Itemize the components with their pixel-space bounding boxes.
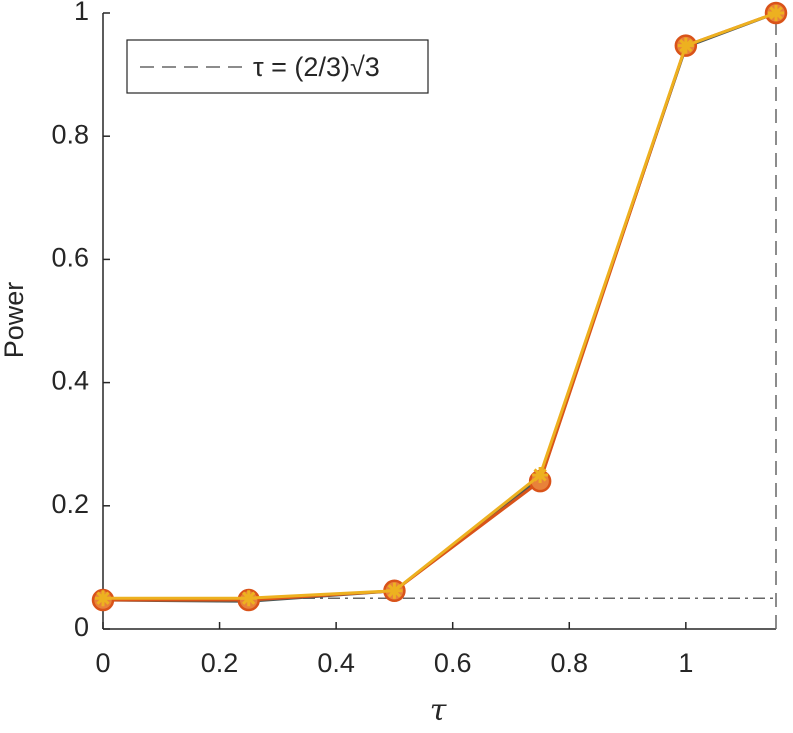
- y-tick-label: 0.4: [51, 366, 89, 396]
- x-tick-label: 0.6: [434, 648, 472, 678]
- x-tick-label: 0.4: [317, 648, 355, 678]
- x-tick-label: 0: [95, 648, 110, 678]
- x-tick-label: 0.2: [201, 648, 239, 678]
- series-line: [103, 11, 777, 600]
- marker-star: [240, 590, 257, 607]
- marker-star: [95, 590, 111, 607]
- y-tick-label: 0: [74, 612, 89, 642]
- y-tick-label: 0.8: [51, 119, 89, 149]
- marker-star: [677, 37, 694, 54]
- marker-star: [532, 467, 549, 483]
- marker-star: [386, 582, 403, 599]
- series-line: [102, 11, 777, 603]
- legend-label: τ = (2/3)√3: [253, 52, 380, 82]
- y-axis-label: Power: [0, 282, 29, 359]
- legend-box: [126, 39, 429, 94]
- x-tick-label: 1: [678, 648, 693, 678]
- x-tick-label: 0.8: [550, 648, 588, 678]
- marker-star: [768, 5, 784, 21]
- series-line: [103, 11, 777, 602]
- x-axis-label: τ: [430, 693, 447, 728]
- y-tick-label: 0.6: [51, 243, 89, 273]
- y-tick-label: 1: [74, 0, 89, 26]
- y-tick-label: 0.2: [51, 489, 89, 519]
